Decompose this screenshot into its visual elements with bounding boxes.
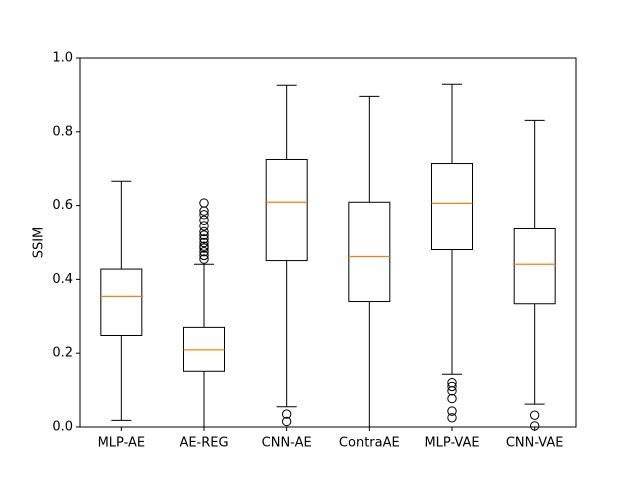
outlier-point [281, 416, 292, 427]
outlier-point [199, 247, 209, 257]
outlier-point [199, 210, 209, 220]
outlier-point [529, 410, 540, 420]
outlier-point [281, 409, 292, 419]
outlier-point [199, 250, 209, 261]
outlier-point [199, 241, 209, 251]
box [265, 158, 308, 262]
box-group [100, 180, 143, 421]
y-tick-label: 1.0 [52, 51, 73, 66]
outlier-point [199, 234, 209, 244]
box-group [348, 95, 391, 428]
x-tick-label: MLP-VAE [424, 436, 479, 451]
box-group [431, 83, 473, 423]
y-tick-label: 0.4 [52, 272, 73, 287]
box-plot-marks [100, 83, 556, 431]
y-axis: 0.0 0.2 0.4 0.6 0.8 1.0 [52, 51, 80, 435]
box-group [513, 119, 556, 431]
outlier-point [199, 206, 209, 216]
x-tick-label: CNN-AE [262, 436, 312, 451]
outlier-point [447, 406, 457, 416]
y-tick-label: 0.6 [52, 198, 73, 213]
y-axis-label: SSIM [32, 227, 47, 259]
box [100, 268, 143, 336]
x-tick-label: ContraAE [339, 436, 400, 451]
outlier-point [199, 237, 209, 248]
outlier-point [447, 386, 457, 396]
y-tick-label: 0.0 [52, 420, 73, 435]
box-group [183, 198, 225, 428]
outlier-point [199, 215, 209, 226]
x-tick-label: AE-REG [179, 436, 228, 451]
outlier-point [199, 226, 209, 237]
outlier-point [447, 413, 457, 423]
outlier-point [199, 254, 209, 264]
box [431, 163, 473, 251]
x-tick-label: MLP-AE [98, 436, 146, 451]
box [348, 201, 391, 303]
y-tick-label: 0.2 [52, 346, 73, 361]
outlier-point [199, 198, 209, 208]
x-axis: MLP-AE AE-REG CNN-AE ContraAE MLP-VAE CNN-VAE [98, 427, 564, 451]
box [513, 227, 556, 305]
outlier-point [199, 230, 209, 240]
outlier-point [199, 221, 209, 231]
outlier-point [447, 381, 457, 392]
box-group [265, 84, 308, 427]
plot-area-frame [79, 57, 577, 428]
outlier-point [447, 393, 457, 404]
x-tick-label: CNN-VAE [506, 436, 564, 451]
y-tick-label: 0.8 [52, 124, 73, 139]
outlier-point [447, 378, 457, 388]
